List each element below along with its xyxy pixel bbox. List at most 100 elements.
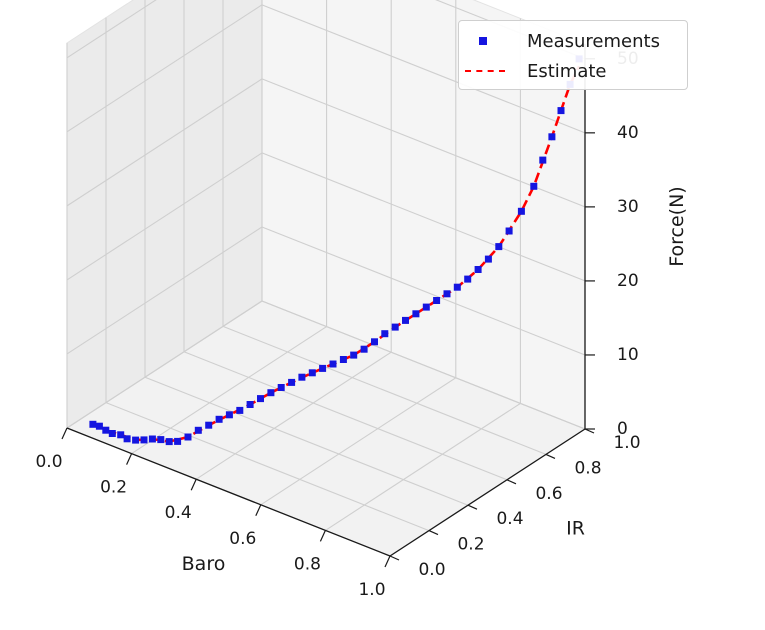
x-axis-label: Baro (182, 553, 226, 575)
y-tick-label: 0.4 (496, 509, 523, 529)
measurement-point (412, 310, 420, 318)
x-tick-label: 0.8 (294, 554, 321, 574)
measurement-point (174, 437, 182, 445)
measurement-point (123, 435, 131, 443)
x-tick (255, 504, 262, 517)
measurement-point (132, 436, 140, 444)
y-tick (545, 453, 556, 459)
measurement-point (474, 266, 482, 273)
measurement-point (89, 420, 97, 428)
measurement-point (422, 303, 430, 311)
grid-line-z-back (261, 300, 586, 430)
grid-line-x-floor (260, 377, 457, 506)
legend: Measurements Estimate (458, 20, 688, 90)
z-tick-label: 40 (617, 123, 639, 143)
measurement-point (117, 431, 125, 439)
measurement-point (225, 411, 233, 419)
measurement-point (329, 360, 337, 368)
measurement-point (548, 133, 556, 141)
measurement-point (530, 182, 538, 190)
measurement-point (433, 297, 441, 304)
x-tick-label: 1.0 (358, 580, 385, 600)
tick-labels: 0.00.20.40.60.81.00.00.20.40.60.81.00102… (35, 49, 640, 600)
grid-line-z-back (261, 152, 586, 282)
z-axis-label: Force(N) (666, 186, 688, 266)
x-tick-label: 0.6 (229, 529, 256, 549)
measurement-point (236, 406, 244, 414)
measurement-point (95, 422, 103, 430)
measurement-point (148, 435, 156, 443)
measurement-point (339, 356, 347, 363)
measurement-point (402, 316, 409, 324)
measurement-point (443, 290, 451, 298)
z-tick-label: 0 (617, 419, 628, 439)
x-tick (319, 530, 326, 542)
grid-line-z-left (66, 152, 263, 281)
grid-line-z-left (66, 226, 263, 355)
y-tick (389, 555, 400, 561)
measurement-point (557, 107, 565, 115)
y-axis-line (389, 428, 586, 557)
y-tick-label: 0.8 (574, 458, 601, 478)
x-tick (61, 427, 68, 440)
grid-line-z-left (66, 4, 263, 133)
y-axis-label: IR (566, 518, 585, 540)
measurement-point (484, 255, 492, 263)
axis-lines (66, 44, 586, 557)
grid-line-x-floor (325, 402, 521, 531)
grid-line-x-floor (195, 351, 392, 480)
legend-marker-square (459, 27, 509, 55)
measurement-point (308, 369, 316, 377)
grid-line-z-left (66, 0, 157, 59)
measurement-point (319, 364, 327, 372)
grid-line-x-floor (131, 326, 327, 455)
measurement-point (277, 384, 285, 391)
measurement-point (267, 389, 275, 397)
measurement-point (205, 421, 213, 429)
grid-line-y-floor (183, 351, 508, 481)
grid-line-z-back (261, 226, 586, 356)
measurement-point (140, 436, 148, 444)
measurement-point (108, 430, 116, 437)
x-axis-line (66, 427, 391, 557)
x-tick (384, 555, 391, 568)
x-tick (190, 478, 197, 491)
grid-line-y-floor (222, 325, 547, 455)
grid-line-z-back (261, 4, 586, 134)
x-tick-label: 0.0 (35, 452, 62, 472)
y-tick-label: 0.2 (457, 535, 484, 555)
measurement-point (288, 378, 296, 386)
measurement-point (464, 275, 472, 283)
measurement-point (165, 438, 173, 446)
legend-label-measurements: Measurements (527, 30, 660, 52)
axis-panes (65, 0, 587, 557)
y-tick-label: 1.0 (613, 433, 640, 453)
measurement-point (102, 426, 110, 434)
y-tick (467, 504, 478, 510)
legend-item-measurements: Measurements (459, 27, 660, 55)
z-tick-label: 10 (617, 345, 639, 365)
legend-label-estimate: Estimate (527, 60, 607, 82)
y-tick-label: 0.6 (535, 484, 562, 504)
measurement-point (215, 415, 223, 423)
x-tick-label: 0.2 (100, 478, 127, 498)
legend-item-estimate: Estimate (459, 57, 607, 85)
x-tick (126, 453, 133, 465)
measurement-point (505, 227, 513, 235)
measurement-point (157, 436, 165, 444)
y-tick (506, 479, 517, 485)
measurement-point (350, 351, 358, 359)
legend-marker-dashed-line (459, 57, 509, 85)
y-tick (584, 428, 595, 434)
z-tick-label: 20 (617, 271, 639, 291)
z-tick-label: 30 (617, 197, 639, 217)
measurement-point (539, 156, 547, 164)
grid-line-y-floor (105, 402, 430, 532)
grid-line-z-left (66, 300, 263, 429)
measurement-point (517, 207, 525, 215)
measurement-point (391, 323, 399, 331)
grid-line-z-left (66, 78, 263, 207)
measurement-point (184, 433, 192, 441)
measurement-point (371, 338, 378, 346)
